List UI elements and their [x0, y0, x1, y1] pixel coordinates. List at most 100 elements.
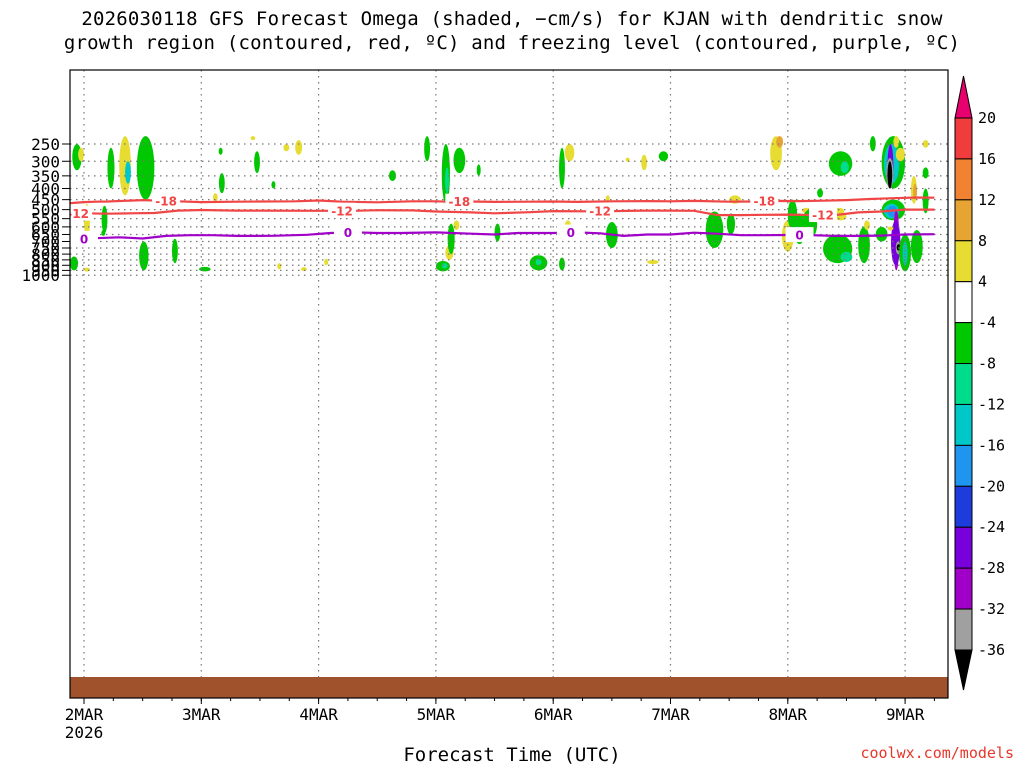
y-tick-label: 850	[31, 251, 60, 270]
y-tick-label: 250	[31, 135, 60, 154]
x-axis: 2MAR 3MAR 4MAR 5MAR 6MAR 7MAR 8MAR 9MAR 2026	[65, 698, 935, 742]
omega-cell	[494, 223, 501, 242]
omega-cell	[564, 144, 575, 162]
contour-label: 0	[80, 232, 88, 246]
colorbar-label: -4	[978, 314, 996, 332]
y-tick-label: 800	[31, 245, 60, 264]
x-tick-label: 4MAR	[299, 705, 338, 724]
omega-cell	[453, 220, 460, 230]
y-tick-label: 500	[31, 201, 60, 220]
terrain-fill	[70, 677, 948, 698]
colorbar-segment	[954, 281, 973, 324]
colorbar-label: -12	[978, 395, 1005, 413]
omega-cell	[858, 226, 870, 264]
contour-label: -18	[449, 195, 471, 209]
credit-text: coolwx.com/models	[860, 744, 1014, 762]
contour-label: 0	[567, 226, 575, 240]
y-tick-label: 350	[31, 167, 60, 186]
colorbar-segment	[954, 526, 973, 569]
contour-label: -12	[67, 207, 89, 221]
omega-cell	[922, 188, 929, 214]
colorbar-bottom-triangle	[954, 649, 973, 691]
omega-cell	[875, 226, 888, 242]
colorbar-top-triangle	[954, 75, 973, 119]
omega-cell	[453, 147, 466, 174]
omega-cell	[218, 173, 225, 194]
colorbar-label: 8	[978, 232, 987, 250]
omega-cell	[869, 136, 876, 152]
omega-shading	[70, 136, 929, 272]
contour-label-bg	[808, 207, 837, 223]
omega-cell	[301, 267, 307, 272]
omega-cell	[647, 260, 659, 265]
omega-cell	[559, 147, 565, 189]
y-tick-label: 1000	[21, 266, 60, 285]
omega-cell	[447, 223, 455, 255]
contour-label-bg	[152, 192, 181, 208]
omega-cell	[171, 238, 178, 264]
omega-cell	[277, 263, 282, 270]
omega-cell	[213, 193, 218, 202]
y-tick-label: 650	[31, 225, 60, 244]
colorbar-segment	[954, 158, 973, 201]
colorbar-label: -16	[978, 436, 1005, 454]
contour-label: -12	[812, 209, 834, 223]
x-tick-label: 6MAR	[534, 705, 573, 724]
colorbar-label: -8	[978, 355, 996, 373]
colorbar-segment	[954, 485, 973, 528]
omega-cell	[840, 251, 853, 263]
x-tick-label: 8MAR	[769, 705, 808, 724]
colorbar-label: 4	[978, 273, 987, 291]
omega-cell	[840, 161, 849, 174]
contour-label-bg	[556, 224, 585, 240]
contour-label-bg	[785, 227, 814, 243]
omega-cell	[254, 151, 260, 174]
contour-lines: -18 -18 -18 -12 -12 -12 -12 0 0 0 0	[67, 192, 935, 246]
contour-label: -12	[589, 205, 611, 219]
colorbar-label: -32	[978, 600, 1005, 618]
omega-cell	[887, 226, 894, 231]
colorbar-segment	[954, 199, 973, 242]
omega-cell	[388, 170, 397, 182]
omega-cell	[895, 147, 906, 162]
contour-label-bg	[333, 224, 362, 240]
omega-cell	[922, 167, 929, 179]
grid-lines	[70, 70, 948, 698]
colorbar-segment	[954, 567, 973, 610]
omega-cell	[828, 151, 853, 176]
omega-cell	[776, 136, 784, 148]
omega-cell	[559, 257, 565, 271]
omega-cell	[424, 136, 431, 162]
x-year-label: 2026	[65, 723, 104, 742]
contour-label-bg	[586, 203, 615, 219]
y-tick-label: 550	[31, 210, 60, 229]
colorbar-segment	[954, 444, 973, 487]
y-tick-label: 600	[31, 218, 60, 237]
contour-label: -18	[753, 195, 775, 209]
x-tick-label: 3MAR	[182, 705, 221, 724]
omega-cell	[250, 136, 256, 141]
omega-cell	[136, 136, 155, 200]
omega-cell	[922, 140, 929, 148]
y-tick-label: 700	[31, 232, 60, 251]
colorbar-label: 16	[978, 150, 996, 168]
omega-cell	[107, 147, 115, 189]
terrain-strip	[70, 677, 948, 698]
omega-cell	[125, 161, 131, 184]
contour-label: 0	[344, 226, 352, 240]
y-tick-label: 300	[31, 152, 60, 171]
omega-cell	[218, 147, 223, 155]
omega-cell	[271, 181, 276, 189]
colorbar-segment	[954, 608, 973, 651]
chart-title-line-1: 2026030118 GFS Forecast Omega (shaded, −…	[81, 8, 943, 30]
omega-cell	[625, 157, 630, 162]
omega-cell	[605, 195, 610, 202]
omega-cell	[70, 256, 79, 271]
omega-cell	[78, 147, 84, 162]
colorbar-label: -36	[978, 641, 1005, 659]
omega-cell	[535, 258, 542, 266]
colorbar-label: 12	[978, 191, 996, 209]
colorbar-segment	[954, 322, 973, 365]
omega-cell	[198, 266, 211, 272]
